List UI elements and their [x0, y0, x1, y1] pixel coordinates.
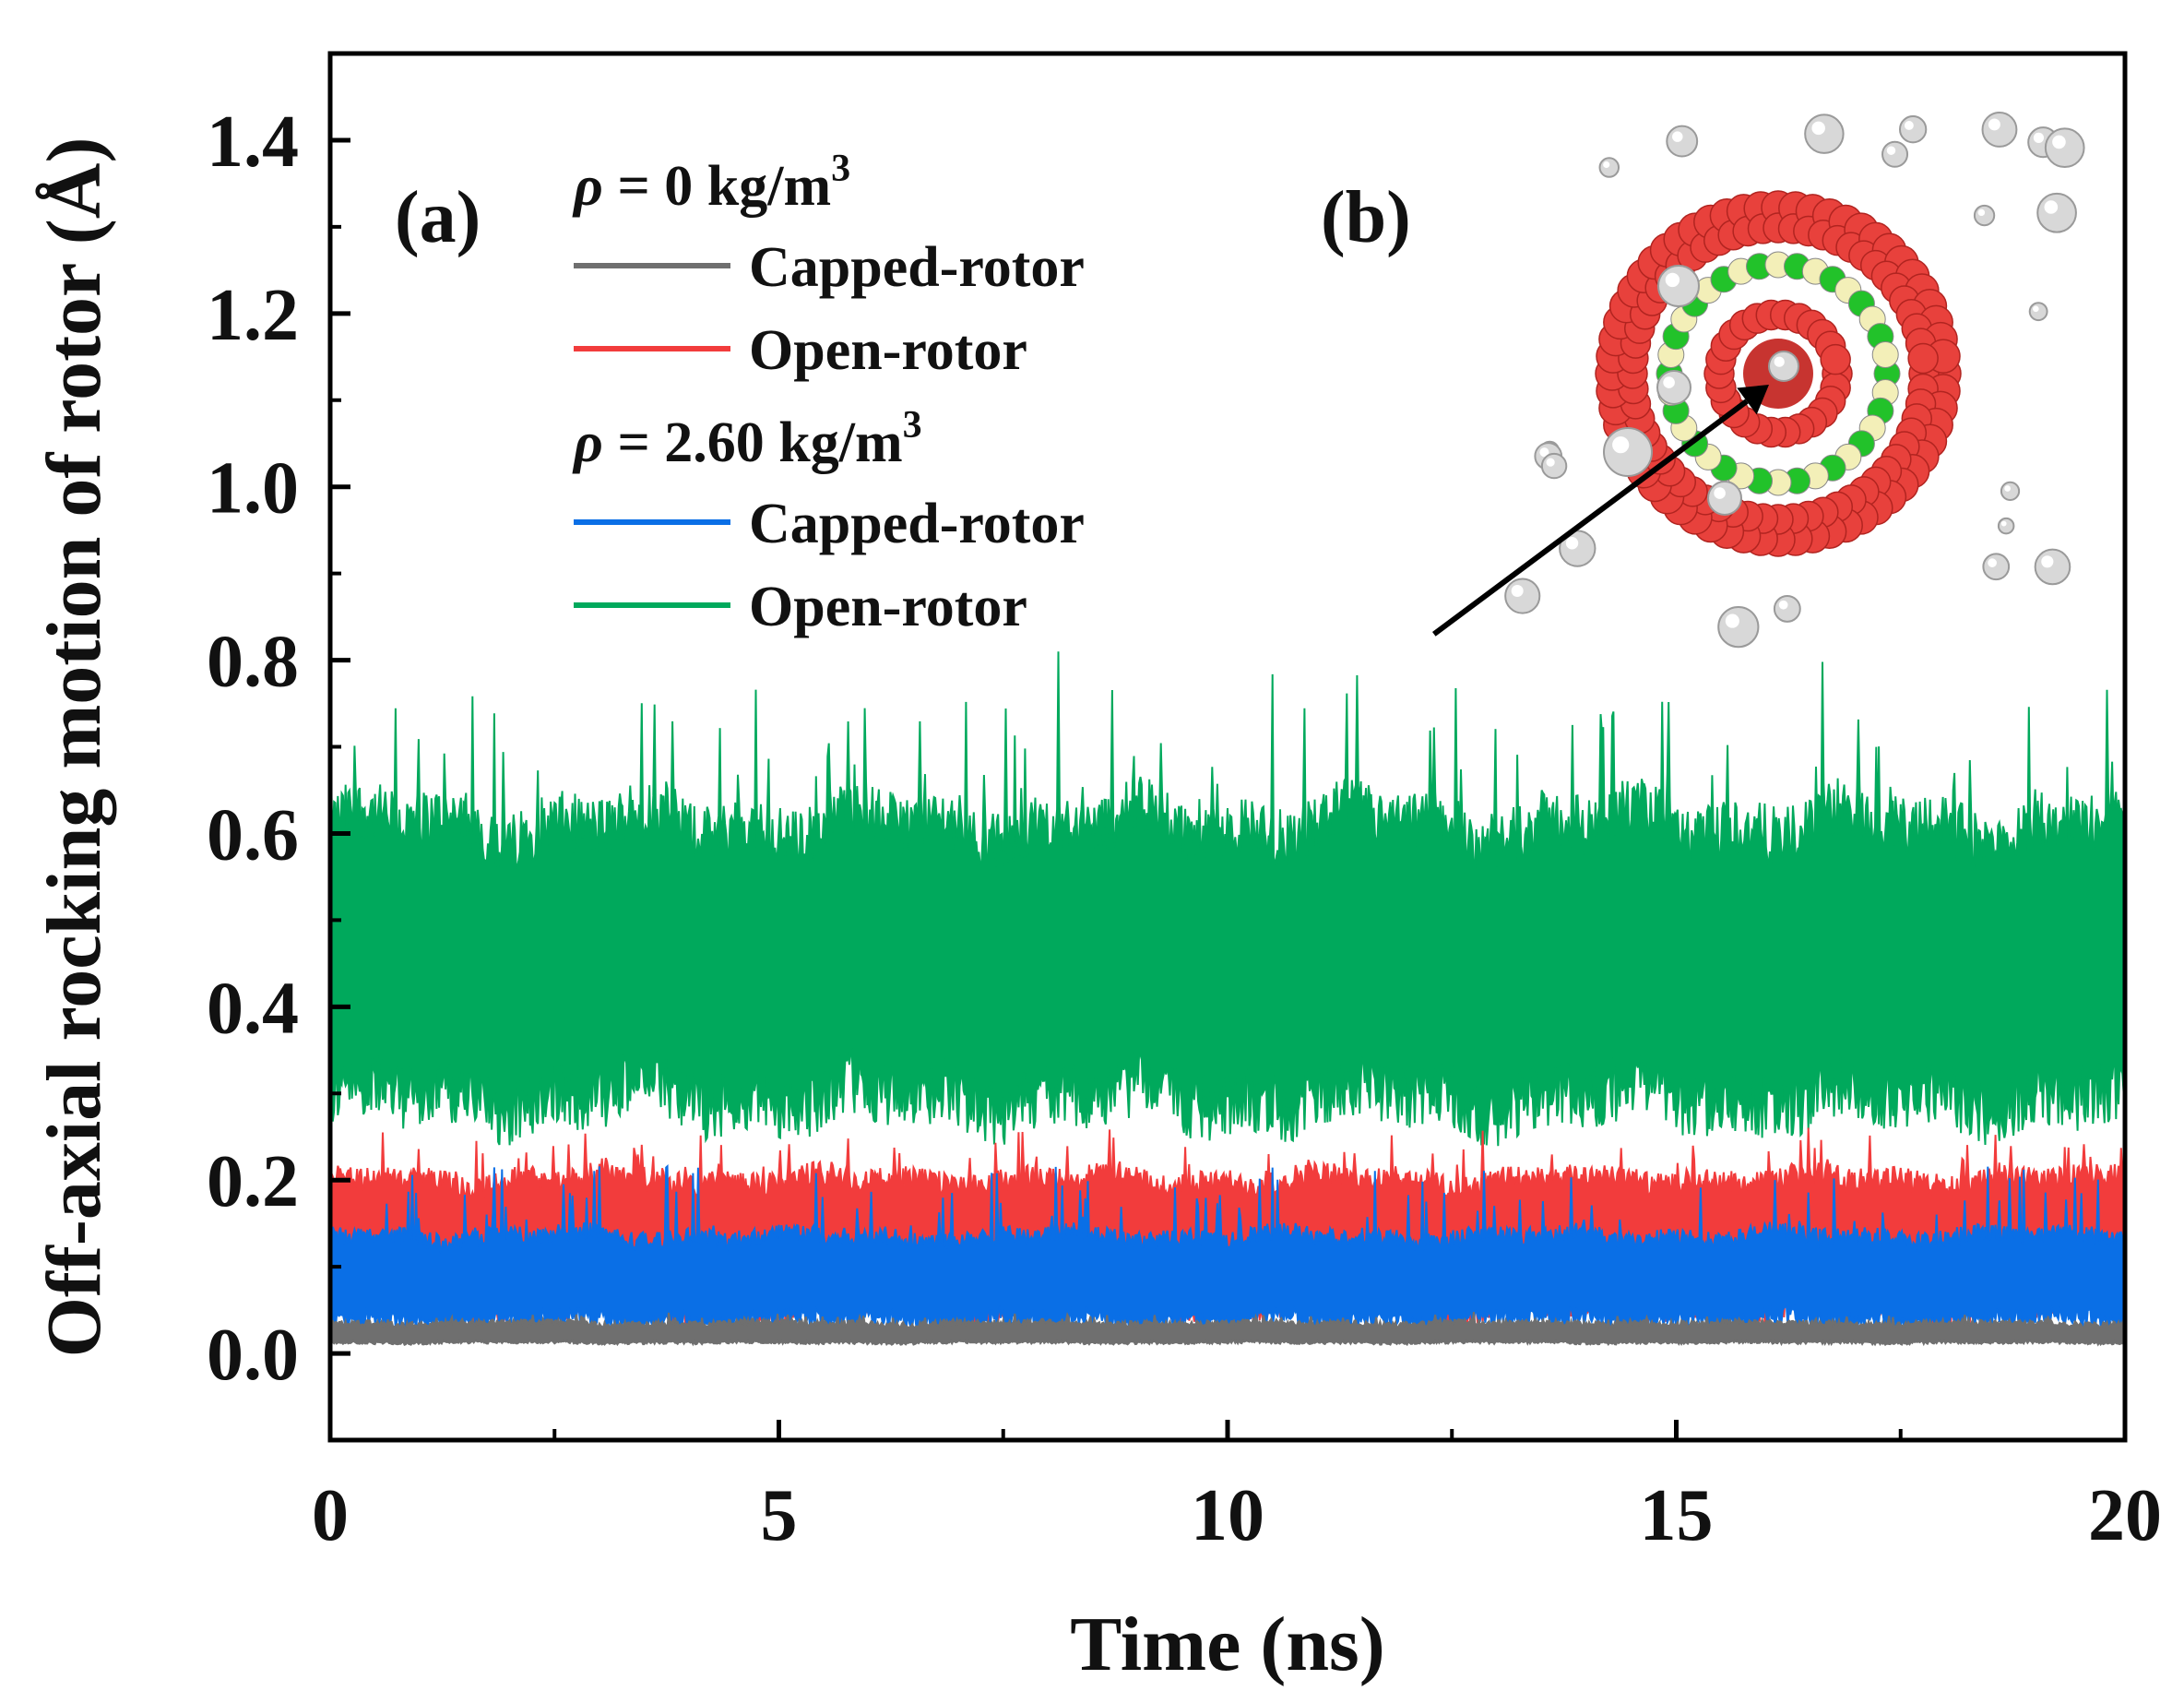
gas-atom-highlight	[2033, 305, 2039, 313]
gas-atom-highlight	[1546, 458, 1555, 467]
gas-atom	[1982, 553, 2011, 581]
gas-atom-highlight	[1663, 376, 1675, 388]
gas-atom-highlight	[2041, 555, 2054, 568]
gas-atom-highlight	[2052, 135, 2066, 149]
gas-atom	[2036, 192, 2077, 233]
gas-atom	[2034, 548, 2071, 586]
gas-atom-highlight	[1714, 487, 1726, 499]
legend-label-capped-1: Capped-rotor	[749, 493, 1085, 555]
gas-atom-highlight	[1725, 613, 1739, 628]
y-tick-label-0.8: 0.8	[207, 622, 299, 703]
x-tick-label-0: 0	[312, 1475, 349, 1556]
gas-atom-highlight	[1511, 585, 1524, 598]
gas-atom	[1997, 517, 2015, 535]
x-axis: 0 5 10 15 20	[312, 1420, 2162, 1556]
y-tick-label-0.0: 0.0	[207, 1315, 299, 1396]
x-tick-label-10: 10	[1191, 1475, 1264, 1556]
gas-atom-highlight	[1977, 208, 1986, 217]
gas-atom	[1804, 113, 1845, 154]
x-tick-label-5: 5	[761, 1475, 798, 1556]
gas-atom-highlight	[1886, 146, 1896, 155]
inset-molecule-image	[1504, 112, 2085, 649]
gas-atom	[1603, 427, 1653, 477]
gas-atom-highlight	[2044, 200, 2059, 214]
series-band-green-open	[329, 651, 2126, 1147]
legend: ρ = 0 kg/m3 Capped-rotor Open-rotor ρ = …	[572, 148, 1085, 638]
gas-atom	[1657, 265, 1700, 307]
y-tick-label-1.2: 1.2	[207, 275, 299, 356]
gas-atom-highlight	[1774, 356, 1785, 367]
gas-atom	[1898, 115, 1928, 144]
outer-tube-atom	[1907, 342, 1939, 375]
gas-atom	[1504, 578, 1541, 614]
gas-atom	[1881, 140, 1909, 168]
gas-atom	[1981, 112, 2018, 148]
gas-atom-highlight	[2000, 520, 2007, 527]
gas-atom	[1666, 125, 1699, 158]
gas-atom-highlight	[2004, 485, 2011, 492]
gas-atom	[1773, 594, 1801, 623]
legend-group-2-header: ρ = 2.60 kg/m3	[572, 404, 922, 474]
y-tick-label-0.4: 0.4	[207, 968, 299, 1049]
gas-atom	[1598, 157, 1620, 178]
gas-atom-highlight	[1665, 272, 1680, 288]
gas-atom	[1540, 452, 1568, 480]
gas-atom-highlight	[1565, 537, 1579, 550]
x-tick-label-15: 15	[1640, 1475, 1714, 1556]
x-axis-title: Time (ns)	[1070, 1602, 1384, 1687]
x-tick-label-20: 20	[2088, 1475, 2162, 1556]
y-tick-label-1.4: 1.4	[207, 101, 299, 183]
gas-atom-highlight	[1811, 121, 1825, 136]
series-layer	[329, 651, 2126, 1347]
gas-atom-highlight	[1988, 558, 1997, 567]
legend-label-capped-0: Capped-rotor	[749, 236, 1085, 299]
gas-atom-highlight	[2033, 132, 2045, 144]
y-tick-label-0.2: 0.2	[207, 1141, 299, 1222]
y-tick-label-0.6: 0.6	[207, 794, 299, 875]
gas-atom-highlight	[1603, 161, 1610, 169]
gas-atom	[1768, 351, 1799, 382]
gas-atom	[2044, 127, 2085, 169]
inner-rotor-atom	[1820, 343, 1851, 375]
gas-atom-highlight	[1539, 447, 1549, 458]
gas-atom-highlight	[1672, 131, 1683, 142]
legend-group-1-header: ρ = 0 kg/m3	[572, 148, 850, 218]
gas-atom-highlight	[1778, 600, 1788, 610]
gas-atom	[2000, 481, 2021, 501]
series-green-open	[329, 651, 2126, 1147]
gas-atom-highlight	[1988, 118, 2000, 131]
gas-atom	[1707, 481, 1742, 516]
panel-label-b: (b)	[1321, 177, 1411, 258]
gas-atom-highlight	[1904, 120, 1914, 130]
y-axis-title: Off-axial rocking motion of rotor (Å)	[31, 137, 117, 1358]
gas-atom	[1717, 605, 1760, 649]
y-tick-label-1.0: 1.0	[207, 448, 299, 530]
gas-atom	[1656, 370, 1691, 405]
gas-atom	[1973, 204, 1996, 227]
middle-ring-atom	[1871, 341, 1899, 369]
y-axis: 0.0 0.2 0.4 0.6 0.8 1.0 1.2 1.4	[207, 101, 350, 1396]
panel-label-a: (a)	[395, 177, 481, 258]
legend-label-open-0: Open-rotor	[749, 319, 1027, 382]
annotation-arrow	[1431, 385, 1769, 637]
legend-label-open-1: Open-rotor	[749, 576, 1027, 638]
gas-atom	[2028, 302, 2048, 322]
gas-atom-highlight	[1612, 436, 1630, 454]
